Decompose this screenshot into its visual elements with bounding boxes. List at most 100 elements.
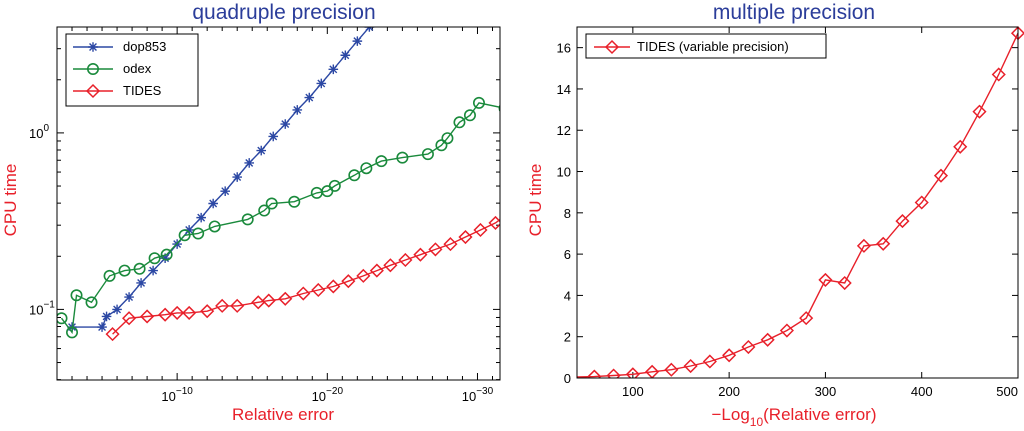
tides-point-10 <box>261 293 276 308</box>
left-x-tick-label-1: 10−20 <box>312 386 344 404</box>
left-x-tick-exp: −10 <box>176 386 193 397</box>
right-x-tick-label-2: 300 <box>815 384 837 399</box>
tides-point-15 <box>341 274 356 289</box>
tides-point-6 <box>200 304 215 319</box>
odex-point-14 <box>265 197 278 210</box>
dop853-point-12 <box>220 186 230 196</box>
right-y-tick-label-3: 6 <box>564 247 571 262</box>
series-dop853 <box>67 27 375 332</box>
tides-point-26 <box>502 208 514 220</box>
legend-dop853-point-0 <box>88 42 98 52</box>
odex-point-0 <box>57 312 68 325</box>
tides-variable-precision-point-20 <box>972 104 987 119</box>
odex-point-15 <box>288 195 301 208</box>
tides-point-7 <box>215 298 230 313</box>
tides-variable-precision-point-6 <box>702 354 717 369</box>
dop853-point-13 <box>232 172 243 182</box>
right-axes-frame <box>576 26 1019 379</box>
tides-point-5 <box>182 305 197 320</box>
odex-point-13 <box>258 204 271 217</box>
tides-variable-precision-point-21 <box>991 67 1006 82</box>
tides-point-12 <box>296 286 311 301</box>
left-legend-samples <box>73 42 113 99</box>
tides-point-21 <box>428 242 443 257</box>
tides-variable-precision-point-15 <box>876 236 891 251</box>
legend-tides-point-0 <box>85 83 101 99</box>
right-legend-box <box>585 33 827 59</box>
odex-point-28 <box>472 96 485 109</box>
left-x-tick-base: 10 <box>161 389 175 404</box>
left-y-tick-label-0: 10−1 <box>29 299 55 317</box>
series-tides-variable-precision <box>577 26 1024 378</box>
right-x-axis-label-subscript: 10 <box>750 415 764 429</box>
legend-label-dop853: dop853 <box>123 39 166 54</box>
dop853-point-21 <box>328 64 339 75</box>
tides-variable-precision-point-18 <box>933 168 949 183</box>
right-legend-samples <box>594 39 630 55</box>
tides-variable-precision-point-2 <box>625 367 640 378</box>
dop853-point-23 <box>352 36 363 46</box>
dop853-point-17 <box>280 119 291 129</box>
dop853-point-5 <box>136 278 146 288</box>
left-x-tick-exp: −20 <box>326 386 343 397</box>
tides-point-24 <box>473 222 488 238</box>
right-y-tick-label-5: 10 <box>557 165 571 180</box>
legend-label-odex: odex <box>123 61 152 76</box>
tides-point-19 <box>398 252 413 268</box>
tides-point-16 <box>356 268 371 283</box>
legend-label-tides: TIDES <box>123 83 162 98</box>
odex-point-1 <box>66 326 79 339</box>
odex-point-32 <box>546 59 556 69</box>
odex-point-7 <box>148 252 161 265</box>
dop853-point-4 <box>124 292 134 302</box>
tides-point-13 <box>311 282 326 298</box>
right-y-tick-label-0: 0 <box>564 371 571 386</box>
left-y-tick-exp: −1 <box>43 299 55 310</box>
right-plot-area <box>577 26 1024 378</box>
odex-point-12 <box>241 213 254 226</box>
dop853-point-16 <box>268 131 279 142</box>
odex-point-24 <box>435 139 448 152</box>
right-x-axis-label-suffix: (Relative error) <box>763 405 876 424</box>
dop853-point-14 <box>244 158 255 168</box>
tides-line <box>112 218 500 335</box>
dop853-point-22 <box>340 50 351 61</box>
tides-variable-precision-point-1 <box>606 368 621 378</box>
odex-point-25 <box>441 132 454 145</box>
dop853-point-10 <box>196 212 206 223</box>
odex-point-36 <box>640 13 650 23</box>
left-y-tick-base: 10 <box>29 126 43 141</box>
dop853-point-1 <box>97 322 107 332</box>
tides-point-8 <box>230 298 245 313</box>
left-plot-area <box>57 13 650 342</box>
odex-point-3 <box>85 296 98 309</box>
tides-variable-precision-point-14 <box>856 238 871 253</box>
tides-variable-precision-point-9 <box>760 332 775 347</box>
dop853-point-7 <box>160 253 170 264</box>
tides-point-2 <box>140 309 155 324</box>
odex-point-26 <box>453 116 466 129</box>
tides-variable-precision-point-13 <box>837 275 852 291</box>
odex-point-29 <box>498 104 500 113</box>
odex-point-2 <box>70 289 83 302</box>
odex-point-4 <box>103 269 116 282</box>
left-chart-title: quadruple precision <box>192 1 375 24</box>
left-y-tick-label-1: 100 <box>29 123 49 141</box>
odex-point-31 <box>525 69 535 79</box>
dop853-point-20 <box>316 78 327 89</box>
tides-variable-precision-point-12 <box>818 272 833 287</box>
tides-point-14 <box>326 279 341 294</box>
tides-point-0 <box>105 327 120 342</box>
right-x-axis-label: −Log10(Relative error) <box>711 405 876 429</box>
odex-point-5 <box>118 264 131 277</box>
right-y-tick-label-6: 12 <box>557 123 571 138</box>
odex-point-22 <box>396 151 409 164</box>
left-x-tick-exp: −30 <box>476 386 493 397</box>
odex-point-20 <box>360 162 373 175</box>
left-x-tick-base: 10 <box>312 389 326 404</box>
odex-point-21 <box>375 155 388 168</box>
odex-point-30 <box>511 77 521 87</box>
tides-point-22 <box>443 237 458 252</box>
